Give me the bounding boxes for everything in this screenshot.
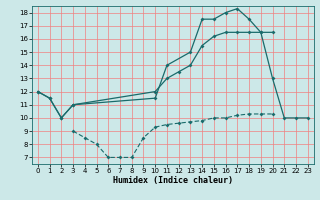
X-axis label: Humidex (Indice chaleur): Humidex (Indice chaleur): [113, 176, 233, 185]
